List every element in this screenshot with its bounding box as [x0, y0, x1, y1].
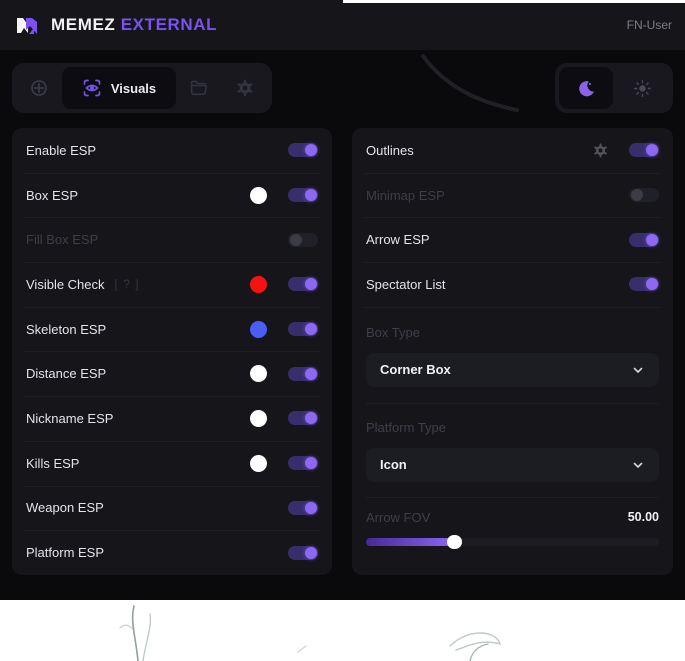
crosshair-icon	[31, 80, 47, 96]
arrow-fov-label: Arrow FOV	[366, 509, 431, 525]
app-window: MEMEZ EXTERNAL FN-User	[0, 0, 685, 600]
setting-row-arrow-esp: Arrow ESP	[352, 217, 673, 262]
setting-label: Fill Box ESP	[26, 232, 99, 248]
enable-esp-toggle[interactable]	[288, 143, 318, 158]
window-top-gap	[343, 0, 685, 3]
setting-row-kills-esp: Kills ESP	[12, 440, 332, 486]
app-title-primary: MEMEZ	[51, 15, 116, 34]
setting-label: Outlines	[366, 142, 414, 158]
color-swatch[interactable]	[250, 275, 267, 293]
setting-row-fill-box-esp: Fill Box ESP	[12, 217, 332, 262]
app-title: MEMEZ EXTERNAL	[51, 15, 217, 35]
slider-fill	[366, 537, 451, 546]
tab-settings[interactable]	[222, 67, 268, 109]
folder-icon	[190, 80, 207, 95]
color-swatch[interactable]	[250, 365, 267, 383]
username-label: FN-User	[626, 18, 672, 32]
minimap-esp-toggle[interactable]	[629, 188, 659, 203]
skeleton-esp-toggle[interactable]	[288, 322, 318, 337]
setting-row-skeleton-esp: Skeleton ESP	[12, 306, 332, 352]
setting-label: Arrow ESP	[366, 232, 430, 248]
box-type-select[interactable]: Corner Box	[366, 352, 659, 387]
tab-configs[interactable]	[176, 67, 222, 109]
esp-panel-left: Enable ESP Box ESP Fill Box ESP Visible …	[12, 128, 332, 575]
weapon-esp-toggle[interactable]	[288, 500, 318, 515]
app-title-accent: EXTERNAL	[120, 15, 218, 34]
theme-switch	[555, 63, 673, 113]
nav-tabs: Visuals	[12, 63, 272, 113]
gear-icon	[594, 143, 607, 158]
platform-esp-toggle[interactable]	[288, 545, 318, 560]
setting-row-distance-esp: Distance ESP	[12, 351, 332, 396]
tab-visuals-label: Visuals	[110, 80, 157, 96]
arrow-fov-row: Arrow FOV 50.00	[366, 510, 659, 525]
setting-label: Spectator List	[366, 276, 446, 292]
arrow-fov-slider[interactable]	[366, 534, 659, 549]
chevron-down-icon	[633, 462, 643, 468]
moon-icon	[578, 80, 594, 96]
color-swatch[interactable]	[250, 454, 267, 472]
theme-light-button[interactable]	[615, 67, 669, 109]
tab-visuals[interactable]: Visuals	[62, 67, 176, 109]
setting-label: Nickname ESP	[26, 410, 114, 426]
color-swatch[interactable]	[250, 186, 267, 204]
platform-type-select[interactable]: Icon	[366, 447, 659, 482]
outlines-settings-button[interactable]	[592, 142, 609, 159]
content-panels: Enable ESP Box ESP Fill Box ESP Visible …	[0, 113, 685, 575]
setting-label: Minimap ESP	[366, 187, 445, 203]
fill-box-esp-toggle[interactable]	[288, 232, 318, 247]
background-faint-line	[421, 54, 519, 112]
gear-icon	[237, 79, 253, 97]
setting-row-platform-esp: Platform ESP	[12, 530, 332, 575]
theme-dark-button[interactable]	[559, 67, 613, 109]
setting-label: Box ESP	[26, 187, 79, 203]
memez-logo-icon	[17, 18, 37, 34]
setting-row-spectator-list: Spectator List	[352, 262, 673, 307]
setting-label: Enable ESP	[26, 142, 97, 158]
help-hint[interactable]: [ ? ]	[114, 277, 140, 292]
visuals-eye-icon	[83, 79, 101, 97]
setting-row-visible-check: Visible Check [ ? ]	[12, 262, 332, 307]
setting-label: Platform ESP	[26, 545, 105, 561]
color-swatch[interactable]	[250, 320, 267, 338]
setting-row-outlines: Outlines	[352, 128, 673, 173]
setting-row-weapon-esp: Weapon ESP	[12, 485, 332, 531]
nickname-esp-toggle[interactable]	[288, 411, 318, 426]
toolbar: Visuals	[0, 50, 685, 113]
setting-row-minimap-esp: Minimap ESP	[352, 172, 673, 218]
box-type-label: Box Type	[366, 324, 420, 340]
setting-row-nickname-esp: Nickname ESP	[12, 396, 332, 441]
arrow-fov-value: 50.00	[627, 510, 659, 525]
spectator-list-toggle[interactable]	[629, 277, 659, 292]
platform-type-label: Platform Type	[366, 419, 446, 435]
box-type-value: Corner Box	[380, 362, 451, 378]
setting-label: Visible Check	[26, 276, 105, 292]
chevron-down-icon	[633, 367, 643, 373]
setting-label: Weapon ESP	[26, 500, 104, 516]
slider-knob[interactable]	[446, 534, 462, 549]
setting-row-box-esp: Box ESP	[12, 172, 332, 218]
outlines-toggle[interactable]	[629, 143, 659, 158]
sun-icon	[633, 79, 651, 97]
setting-label: Distance ESP	[26, 366, 107, 382]
color-swatch[interactable]	[250, 409, 267, 427]
kills-esp-toggle[interactable]	[288, 456, 318, 471]
tab-aimbot[interactable]	[16, 67, 62, 109]
arrow-esp-toggle[interactable]	[629, 232, 659, 247]
setting-row-enable-esp: Enable ESP	[12, 128, 332, 173]
visible-check-toggle[interactable]	[288, 277, 318, 292]
box-type-section: Box Type Corner Box Platform Type Icon	[352, 306, 673, 549]
setting-label: Skeleton ESP	[26, 321, 107, 337]
setting-label: Kills ESP	[26, 455, 80, 471]
platform-type-value: Icon	[380, 457, 407, 473]
esp-panel-right: Outlines Minimap ESP	[352, 128, 673, 575]
header-bar: MEMEZ EXTERNAL FN-User	[0, 0, 685, 50]
distance-esp-toggle[interactable]	[288, 366, 318, 381]
box-esp-toggle[interactable]	[288, 188, 318, 203]
